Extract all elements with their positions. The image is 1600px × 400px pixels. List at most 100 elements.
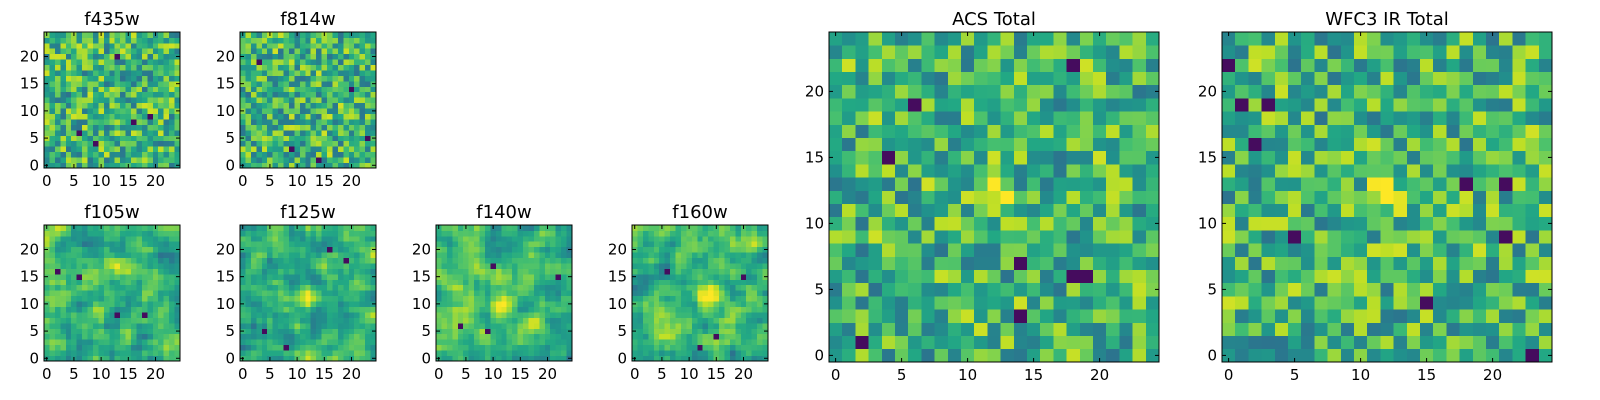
heatmap-cell — [163, 290, 170, 297]
heatmap-cell — [272, 355, 279, 362]
heatmap-cell — [49, 350, 56, 356]
heatmap-cell — [272, 333, 279, 340]
heatmap-cell — [131, 339, 137, 346]
heatmap-cell — [131, 162, 137, 169]
heatmap-cell — [332, 102, 339, 109]
heatmap-cell — [278, 257, 284, 264]
heatmap-cell — [65, 64, 72, 71]
heatmap-cell — [855, 256, 869, 270]
heatmap-cell — [354, 306, 361, 313]
heatmap-cell — [250, 225, 257, 231]
heatmap-cell — [908, 269, 922, 284]
heatmap-cell — [250, 119, 257, 125]
heatmap-cell — [829, 137, 843, 152]
heatmap-cell — [490, 295, 497, 302]
heatmap-cell — [474, 257, 480, 264]
heatmap-cell — [103, 235, 110, 242]
heatmap-cell — [1119, 124, 1133, 138]
heatmap-cell — [468, 257, 475, 264]
heatmap-cell — [1327, 190, 1342, 204]
heatmap-cell — [680, 230, 687, 237]
heatmap-cell — [76, 157, 83, 163]
heatmap-cell — [332, 284, 339, 291]
heatmap-cell — [71, 59, 78, 66]
heatmap-cell — [278, 53, 284, 60]
heatmap-cell — [310, 241, 317, 248]
heatmap-cell — [272, 124, 279, 131]
heatmap-cell — [92, 37, 99, 44]
heatmap-cell — [174, 140, 181, 147]
heatmap-cell — [659, 328, 666, 335]
heatmap-cell — [713, 257, 720, 264]
heatmap-cell — [484, 241, 491, 248]
heatmap-cell — [555, 344, 562, 351]
heatmap-cell — [1288, 296, 1302, 310]
heatmap-cell — [436, 312, 442, 318]
heatmap-cell — [60, 70, 67, 76]
heatmap-cell — [735, 268, 742, 275]
heatmap-cell — [1354, 164, 1368, 178]
heatmap-cell — [974, 256, 988, 270]
heatmap-cell — [54, 290, 61, 297]
heatmap-cell — [294, 295, 301, 302]
heatmap-cell — [283, 241, 290, 248]
heatmap-cell — [555, 328, 562, 335]
heatmap-cell — [1525, 282, 1540, 297]
heatmap-cell — [1459, 256, 1474, 270]
heatmap-cell — [468, 279, 475, 286]
heatmap-cell — [1013, 150, 1028, 165]
heatmap-cell — [713, 241, 720, 248]
y-tick-label: 20 — [216, 240, 235, 258]
heatmap-cell — [829, 32, 843, 46]
heatmap-cell — [152, 350, 159, 356]
heatmap-cell — [65, 42, 72, 49]
heatmap-cell — [1327, 150, 1342, 165]
heatmap-cell — [719, 333, 725, 340]
heatmap-cell — [54, 230, 61, 237]
heatmap-cell — [648, 301, 655, 307]
heatmap-cell — [294, 273, 301, 280]
heatmap-cell — [60, 235, 67, 242]
heatmap-cell — [691, 284, 698, 291]
heatmap-cell — [337, 235, 344, 242]
heatmap-cell — [76, 322, 83, 329]
heatmap-cell — [757, 333, 763, 340]
heatmap-cell — [261, 140, 268, 147]
heatmap-cell — [256, 235, 263, 242]
heatmap-cell — [163, 263, 170, 269]
heatmap-cell — [267, 80, 274, 87]
heatmap-cell — [272, 257, 279, 264]
heatmap-cell — [1000, 71, 1015, 86]
heatmap-cell — [452, 235, 459, 242]
heatmap-cell — [452, 295, 459, 302]
heatmap-cell — [120, 146, 126, 153]
heatmap-cell — [1274, 256, 1289, 270]
heatmap-cell — [327, 246, 333, 253]
heatmap-cell — [310, 306, 317, 313]
heatmap-cell — [1013, 98, 1028, 112]
heatmap-cell — [1066, 71, 1081, 86]
heatmap-cell — [109, 42, 116, 49]
heatmap-cell — [163, 124, 170, 131]
heatmap-cell — [109, 317, 116, 324]
heatmap-cell — [746, 225, 753, 231]
heatmap-cell — [283, 344, 290, 351]
heatmap-cell — [131, 301, 137, 307]
heatmap-cell — [136, 42, 143, 49]
heatmap-cell — [947, 111, 962, 125]
heatmap-cell — [740, 257, 747, 264]
heatmap-cell — [729, 306, 736, 313]
heatmap-cell — [272, 97, 279, 104]
heatmap-cell — [365, 151, 371, 158]
heatmap-cell — [479, 301, 486, 307]
heatmap-cell — [1538, 190, 1553, 204]
heatmap-cell — [256, 295, 263, 302]
heatmap-cell — [103, 53, 110, 60]
heatmap-cell — [337, 268, 344, 275]
y-tick-label: 15 — [216, 75, 235, 93]
heatmap-cell — [1079, 84, 1094, 99]
heatmap-cell — [686, 306, 693, 313]
heatmap-cell — [1000, 282, 1015, 297]
heatmap-cell — [670, 312, 676, 318]
